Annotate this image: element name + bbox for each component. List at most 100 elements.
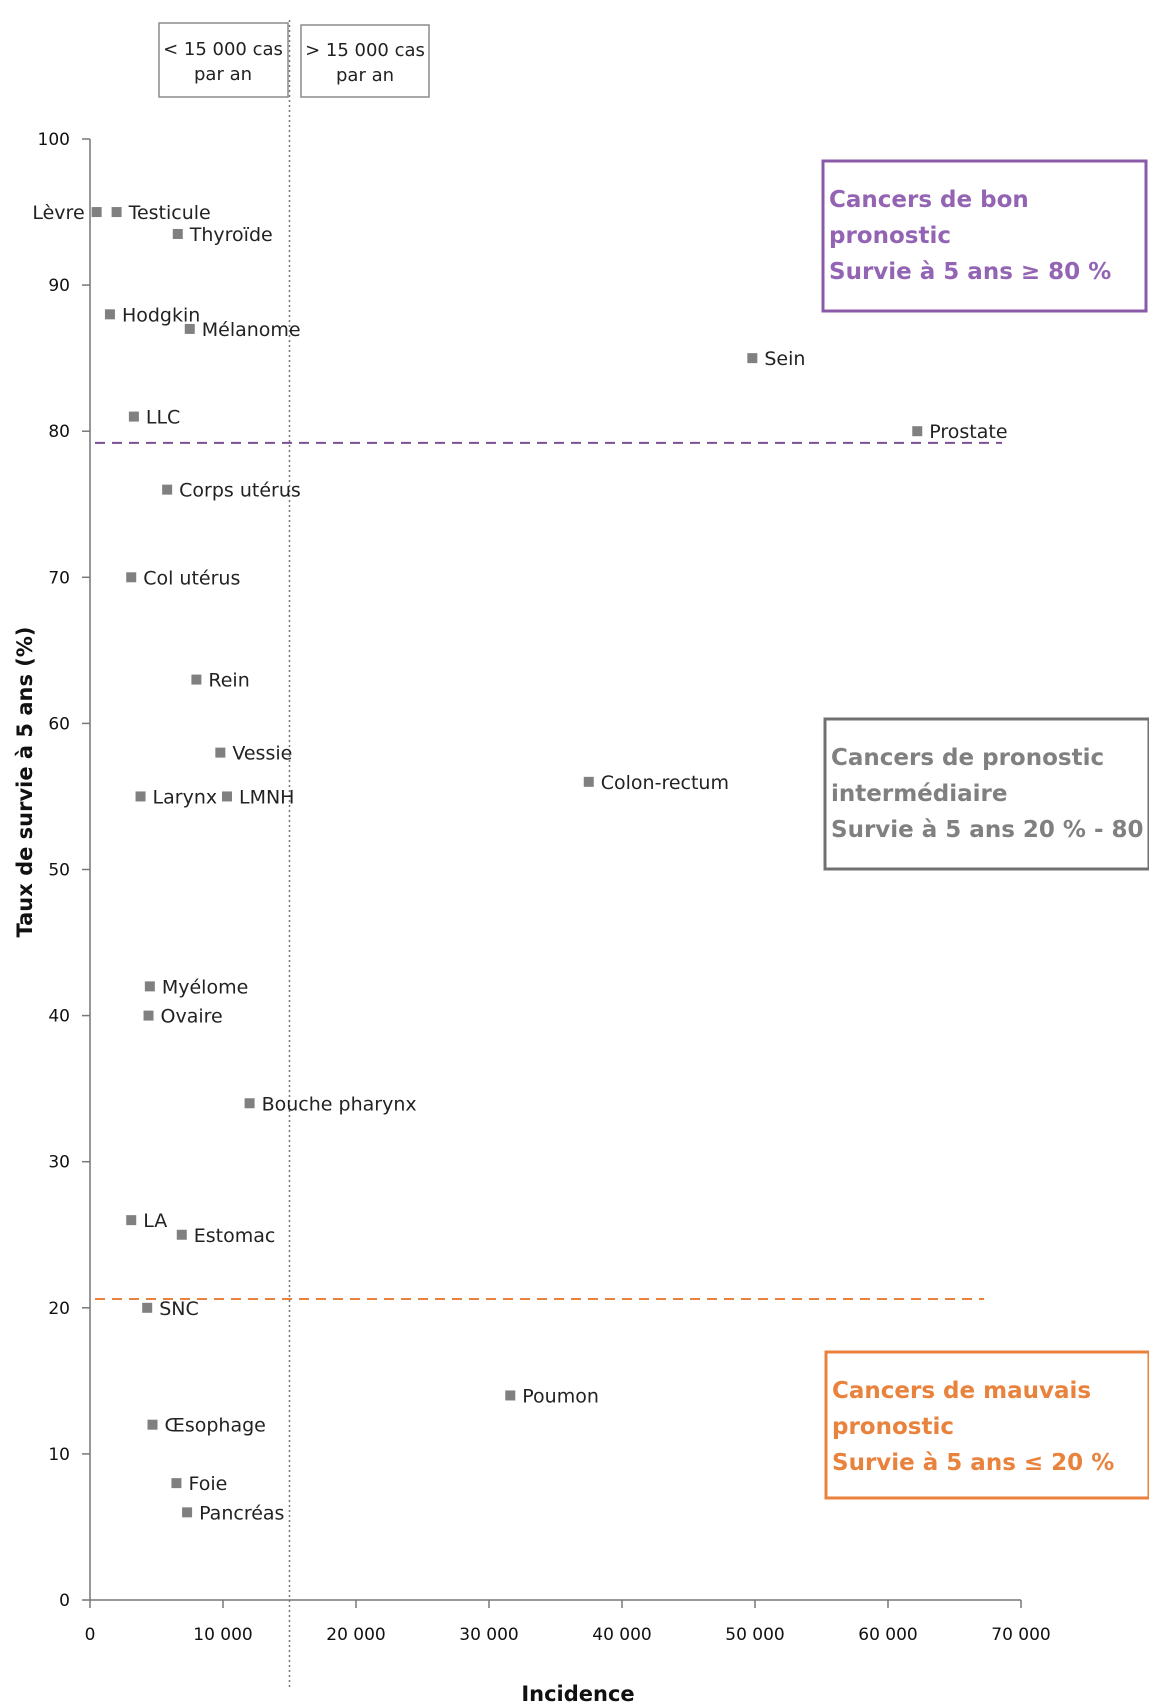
point-marker — [912, 426, 923, 437]
point-marker — [126, 572, 137, 583]
annotation-good-prognosis: Cancers de bon pronostic Survie à 5 ans ≥ … — [821, 159, 1148, 313]
data-point: Mélanome — [184, 319, 301, 341]
annotation-poor-prognosis: Cancers de mauvais pronostic Survie à 5 an… — [824, 1350, 1149, 1500]
point-label: Poumon — [522, 1385, 599, 1407]
data-point: Vessie — [215, 743, 292, 765]
annotation-line: Cancers de bon — [829, 187, 1029, 213]
point-label: Mélanome — [202, 319, 301, 341]
x-ticks: 0 10 000 20 000 30 000 40 000 50 000 60 000 70 … — [85, 1600, 1051, 1645]
data-point: Foie — [171, 1473, 227, 1495]
point-marker — [583, 776, 594, 787]
point-label: Prostate — [929, 421, 1007, 443]
point-marker — [91, 207, 102, 218]
point-marker — [176, 1229, 187, 1240]
data-point: Rein — [191, 670, 250, 692]
threshold-label-below-line1: < 15 000 cas par an — [163, 39, 283, 85]
x-tick-label: 0 — [85, 1625, 96, 1645]
y-tick-label: 70 — [48, 568, 70, 588]
data-point: LA — [126, 1210, 167, 1232]
point-label: Corps utérus — [179, 480, 301, 502]
point-marker — [143, 1010, 154, 1021]
point-label: Hodgkin — [122, 304, 200, 326]
point-marker — [221, 791, 232, 802]
annotation-line: Cancers de mauvais — [832, 1378, 1091, 1404]
annotation-line: Survie à 5 ans ≥ 80 % — [829, 259, 1111, 285]
data-point: Ovaire — [143, 1006, 223, 1028]
point-marker — [244, 1098, 255, 1109]
point-label: Testicule — [128, 202, 211, 224]
y-tick-label: 30 — [48, 1153, 70, 1173]
data-point: Estomac — [176, 1225, 276, 1247]
point-marker — [142, 1302, 153, 1313]
x-tick-label: 40 000 — [592, 1625, 651, 1645]
y-tick-label: 80 — [48, 422, 70, 442]
point-label: Myélome — [162, 976, 248, 998]
point-marker — [144, 981, 155, 992]
y-tick-label: 0 — [59, 1591, 70, 1611]
data-point: Pancréas — [182, 1502, 284, 1524]
y-ticks: 0 10 20 30 40 50 60 70 80 90 100 — [38, 130, 90, 1611]
threshold-label-above-line1: > 15 000 cas par an — [305, 40, 425, 86]
point-label: LA — [143, 1210, 167, 1232]
annotation-line: Survie à 5 ans ≤ 20 % — [832, 1450, 1114, 1476]
point-label: Col utérus — [143, 567, 240, 589]
annotation-line: Survie à 5 ans 20 % - 80 % — [831, 817, 1149, 843]
annotation-line: intermédiaire — [831, 781, 1007, 807]
y-tick-label: 50 — [48, 861, 70, 881]
point-label: Foie — [188, 1473, 227, 1495]
point-label: Larynx — [153, 786, 218, 808]
data-point: Colon-rectum — [583, 772, 729, 794]
annotation-line: pronostic — [832, 1414, 954, 1440]
point-label: Pancréas — [199, 1502, 284, 1524]
point-marker — [147, 1419, 158, 1430]
point-label: Œsophage — [165, 1415, 266, 1437]
x-tick-label: 60 000 — [858, 1625, 917, 1645]
annotation-intermediate-prognosis: Cancers de pronostic intermédiaire Survie … — [823, 717, 1149, 871]
y-axis-title: Taux de survie à 5 ans (%) — [13, 626, 37, 937]
point-label: Lèvre — [32, 202, 84, 224]
x-tick-label: 20 000 — [326, 1625, 385, 1645]
point-label: Rein — [208, 670, 249, 692]
point-marker — [191, 674, 202, 685]
point-label: Colon-rectum — [601, 772, 729, 794]
y-tick-label: 90 — [48, 276, 70, 296]
annotation-line: pronostic — [829, 223, 951, 249]
data-point: Testicule — [111, 202, 211, 224]
point-marker — [111, 207, 122, 218]
point-label: Estomac — [194, 1225, 276, 1247]
data-point: Bouche pharynx — [244, 1093, 417, 1115]
data-point: Poumon — [505, 1385, 599, 1407]
point-label: Bouche pharynx — [262, 1093, 417, 1115]
y-tick-label: 60 — [48, 714, 70, 734]
y-tick-label: 10 — [48, 1445, 70, 1465]
data-point: Prostate — [912, 421, 1008, 443]
x-tick-label: 50 000 — [725, 1625, 784, 1645]
y-tick-label: 100 — [38, 130, 70, 150]
point-marker — [505, 1390, 516, 1401]
data-point: SNC — [142, 1298, 199, 1320]
data-point: LMNH — [221, 786, 294, 808]
x-tick-label: 70 000 — [991, 1625, 1050, 1645]
data-point: Col utérus — [126, 567, 240, 589]
data-point: Sein — [747, 348, 805, 370]
data-point: Larynx — [135, 786, 218, 808]
y-tick-label: 20 — [48, 1299, 70, 1319]
data-point: Lèvre — [32, 202, 102, 224]
point-label: LMNH — [239, 786, 294, 808]
threshold-label-above: > 15 000 cas par an — [300, 24, 430, 98]
annotation-line: Cancers de pronostic — [831, 745, 1104, 771]
point-label: SNC — [159, 1298, 199, 1320]
x-axis-title: Incidence — [521, 1682, 634, 1706]
point-marker — [162, 484, 173, 495]
x-tick-label: 30 000 — [459, 1625, 518, 1645]
data-point: LLC — [128, 407, 180, 429]
point-marker — [184, 323, 195, 334]
x-tick-label: 10 000 — [193, 1625, 252, 1645]
point-label: Sein — [764, 348, 805, 370]
threshold-label-below: < 15 000 cas par an — [158, 22, 289, 98]
point-label: LLC — [146, 407, 180, 429]
point-marker — [747, 353, 758, 364]
point-marker — [104, 309, 115, 320]
